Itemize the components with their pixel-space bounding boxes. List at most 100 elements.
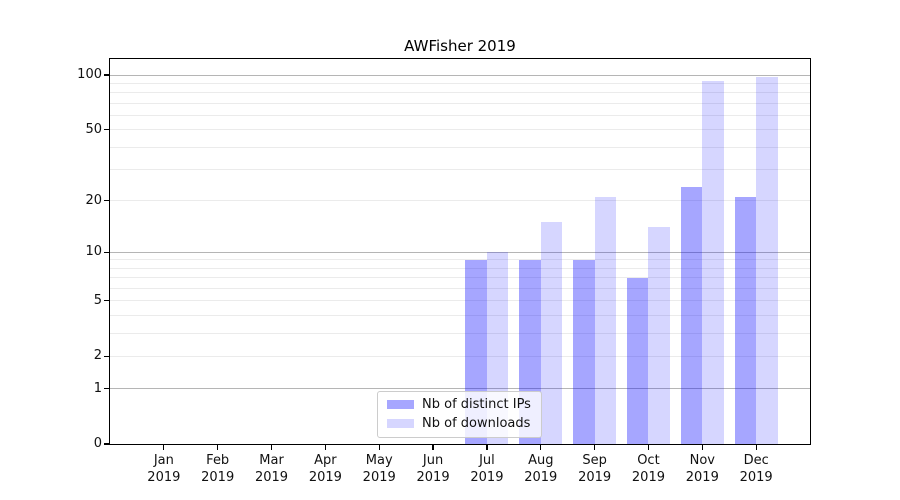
x-tick-year: 2019 — [739, 470, 773, 485]
minor-gridline — [110, 287, 810, 289]
x-tick-label: Oct 2019 — [616, 452, 680, 486]
x-tick-month: Mar — [259, 453, 284, 468]
x-tick-month: Aug — [528, 453, 554, 468]
x-tick-month: May — [365, 453, 393, 468]
minor-gridline — [110, 82, 810, 84]
minor-gridline — [110, 114, 810, 116]
x-tick-mark — [432, 445, 434, 450]
x-tick-month: Jan — [153, 453, 174, 468]
x-tick-label: Jan 2019 — [132, 452, 196, 486]
legend-row-distinct-ips: Nb of distinct IPs — [387, 397, 531, 412]
x-tick-month: Feb — [206, 453, 230, 468]
x-tick-year: 2019 — [416, 470, 450, 485]
x-tick-mark — [540, 445, 542, 450]
axes-spines — [109, 58, 811, 445]
y-tick-label: 0 — [93, 436, 102, 451]
bar-distinct-ips-sep — [573, 259, 595, 444]
bar-downloads-sep — [594, 196, 617, 444]
legend: Nb of distinct IPs Nb of downloads — [377, 391, 542, 438]
minor-gridline — [110, 267, 810, 269]
y-tick-label: 10 — [85, 244, 102, 260]
x-tick-year: 2019 — [524, 470, 558, 485]
x-tick-year: 2019 — [147, 470, 181, 485]
x-tick-mark — [486, 445, 488, 450]
x-tick-month: Dec — [743, 453, 769, 468]
x-tick-year: 2019 — [201, 470, 235, 485]
bar-downloads-oct — [648, 227, 670, 444]
y-tick-mark — [104, 74, 109, 76]
minor-gridline — [110, 300, 810, 302]
y-tick-mark — [104, 387, 109, 390]
x-tick-mark — [270, 445, 273, 450]
x-tick-year: 2019 — [470, 470, 504, 485]
x-tick-year: 2019 — [308, 470, 342, 485]
legend-row-downloads: Nb of downloads — [387, 416, 531, 431]
y-tick-mark — [104, 443, 109, 445]
minor-gridline — [110, 314, 810, 316]
bar-downloads-aug — [540, 222, 563, 444]
minor-gridline — [110, 332, 810, 334]
x-tick-label: Dec 2019 — [724, 452, 788, 486]
x-tick-label: Feb 2019 — [186, 452, 250, 486]
major-gridline — [110, 74, 810, 76]
minor-gridline — [110, 277, 810, 279]
y-tick-label: 100 — [77, 67, 102, 82]
x-tick-mark — [378, 445, 380, 450]
x-tick-month: Jul — [479, 453, 495, 468]
bar-downloads-dec — [756, 77, 778, 444]
y-tick-mark — [104, 199, 109, 202]
x-tick-mark — [163, 445, 165, 450]
x-tick-month: Oct — [637, 453, 660, 468]
y-tick-mark — [104, 355, 109, 357]
x-tick-mark — [593, 445, 596, 450]
x-tick-year: 2019 — [685, 470, 719, 485]
x-tick-label: Apr 2019 — [293, 452, 357, 486]
x-tick-label: Mar 2019 — [240, 452, 304, 486]
x-tick-mark — [647, 445, 650, 450]
x-tick-label: May 2019 — [347, 452, 411, 486]
x-tick-year: 2019 — [578, 470, 612, 485]
bar-distinct-ips-oct — [626, 277, 649, 444]
minor-gridline — [110, 146, 810, 148]
x-tick-month: Nov — [689, 453, 715, 468]
minor-gridline — [110, 259, 810, 261]
x-tick-label: Jul 2019 — [455, 452, 519, 486]
x-tick-mark — [324, 445, 327, 450]
legend-swatch-distinct-ips — [387, 400, 414, 409]
y-tick-mark — [104, 251, 109, 253]
x-tick-mark — [701, 445, 703, 450]
x-tick-label: Jun 2019 — [401, 452, 465, 486]
x-tick-mark — [217, 445, 219, 450]
legend-swatch-downloads — [387, 419, 414, 428]
bar-distinct-ips-dec — [734, 196, 757, 444]
x-tick-year: 2019 — [631, 470, 665, 485]
x-tick-mark — [755, 445, 757, 450]
legend-label-downloads: Nb of downloads — [422, 416, 531, 431]
x-tick-label: Sep 2019 — [563, 452, 627, 486]
x-tick-month: Sep — [582, 453, 607, 468]
y-tick-label: 2 — [93, 348, 102, 364]
y-tick-label: 5 — [93, 292, 102, 308]
minor-gridline — [110, 168, 810, 170]
x-tick-label: Nov 2019 — [670, 452, 734, 486]
x-tick-month: Apr — [314, 453, 337, 468]
legend-label-distinct-ips: Nb of distinct IPs — [422, 397, 531, 412]
major-gridline — [110, 388, 810, 390]
minor-gridline — [110, 129, 810, 131]
y-tick-label: 20 — [85, 192, 102, 208]
x-tick-year: 2019 — [254, 470, 289, 485]
minor-gridline — [110, 102, 810, 104]
bar-downloads-nov — [702, 80, 724, 444]
major-gridline — [110, 251, 810, 253]
minor-gridline — [110, 200, 810, 202]
x-tick-year: 2019 — [362, 470, 396, 485]
x-tick-label: Aug 2019 — [509, 452, 573, 486]
y-tick-label: 1 — [93, 380, 102, 396]
minor-gridline — [110, 355, 810, 357]
minor-gridline — [110, 92, 810, 94]
y-tick-label: 50 — [85, 121, 102, 137]
y-tick-mark — [104, 300, 109, 302]
chart-title: AWFisher 2019 — [404, 37, 516, 55]
bar-distinct-ips-nov — [680, 186, 703, 444]
